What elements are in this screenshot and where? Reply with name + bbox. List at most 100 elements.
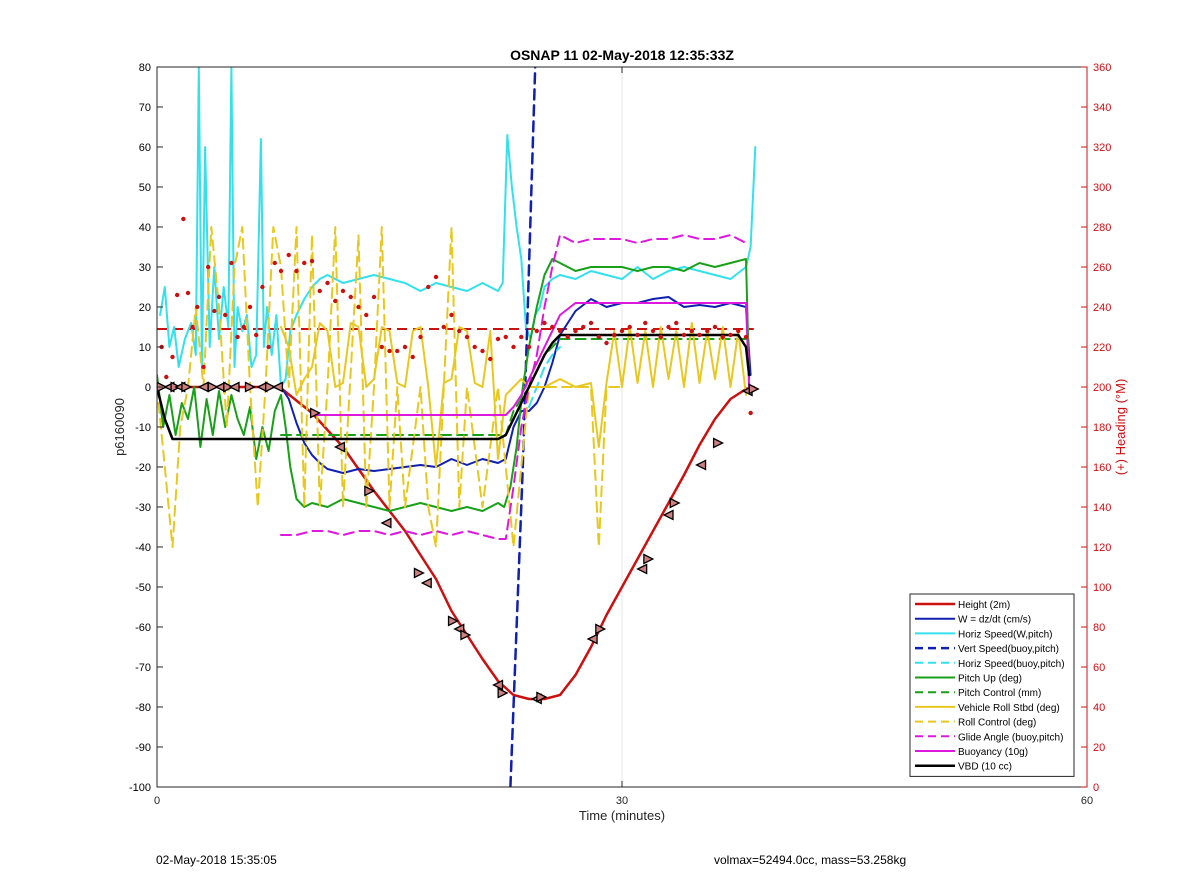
y-right-tick-label: 20 <box>1093 742 1105 754</box>
heading-point <box>260 284 265 290</box>
heading-point <box>705 328 710 334</box>
height-marker <box>492 679 504 691</box>
legend-box <box>909 593 1075 777</box>
heading-point <box>720 334 725 340</box>
heading-point <box>488 356 493 362</box>
height-marker <box>497 687 509 699</box>
heading-point <box>449 312 454 318</box>
y-tick-label: -50 <box>135 582 151 594</box>
y-tick-label: 50 <box>139 182 151 194</box>
heading-point <box>619 328 625 334</box>
heading-point <box>643 320 648 326</box>
y-tick-label: 70 <box>139 102 151 114</box>
height-marker <box>586 633 598 645</box>
series-glide-angle-buoy-pitch <box>280 234 747 540</box>
heading-point <box>588 320 594 326</box>
y-axis-label: p6160090 <box>112 398 127 456</box>
y-tick-label: 80 <box>139 62 151 74</box>
heading-point <box>254 332 259 338</box>
heading-point <box>229 260 234 266</box>
heading-point <box>503 334 508 340</box>
legend-label: Height (2m) <box>958 600 1010 611</box>
heading-point <box>464 334 470 340</box>
heading-point <box>181 216 186 222</box>
heading-point <box>185 290 191 296</box>
heading-scatter <box>159 216 753 416</box>
heading-point <box>736 328 741 334</box>
heading-point <box>241 324 246 330</box>
heading-point <box>294 268 299 274</box>
footer-timestamp: 02-May-2018 15:35:05 <box>156 853 277 867</box>
heading-point <box>565 334 570 340</box>
heading-point <box>164 374 169 380</box>
height-marker <box>228 381 240 393</box>
y-tick-label: 30 <box>139 262 151 274</box>
heading-point <box>526 344 532 350</box>
heading-point <box>410 354 415 360</box>
heading-point <box>542 320 547 326</box>
heading-point <box>596 334 601 340</box>
height-marker <box>536 691 548 703</box>
x-tick-label: 0 <box>154 795 160 807</box>
heading-point <box>201 364 206 370</box>
y-right-tick-label: 60 <box>1093 662 1105 674</box>
series-vbd-10-cc <box>157 333 751 441</box>
heading-point <box>472 344 477 350</box>
height-marker <box>264 381 277 393</box>
x-tick-label: 60 <box>1081 795 1093 807</box>
height-marker <box>244 381 256 393</box>
height-marker <box>333 441 346 453</box>
legend-label: W = dz/dt (cm/s) <box>958 615 1031 626</box>
series-horiz-speed-buoy-pitch <box>528 346 561 408</box>
heading-point <box>681 332 687 338</box>
x-axis-label: Time (minutes) <box>579 808 665 823</box>
height-marker <box>364 485 376 497</box>
heading-point <box>317 288 322 294</box>
heading-point <box>604 340 609 346</box>
legend-label: Pitch Up (deg) <box>958 674 1022 685</box>
heading-point <box>278 268 284 274</box>
series-buoyancy-10g <box>311 302 751 416</box>
legend-label: Roll Control (deg) <box>958 718 1036 729</box>
heading-point <box>612 332 617 338</box>
series-w-dz-dt-cm-s <box>280 296 752 474</box>
y-tick-label: -60 <box>135 622 151 634</box>
heading-point <box>174 292 180 298</box>
height-marker <box>643 553 655 565</box>
heading-point <box>223 312 228 318</box>
heading-point <box>712 324 718 330</box>
heading-point <box>697 332 702 338</box>
height-marker <box>181 381 193 393</box>
legend-label: Vert Speed(buoy,pitch) <box>958 644 1059 655</box>
heading-point <box>309 258 315 264</box>
y-right-tick-label: 180 <box>1093 422 1111 434</box>
height-marker <box>207 381 219 393</box>
heading-point <box>379 344 384 350</box>
y-right-tick-label: 360 <box>1093 62 1111 74</box>
y-right-tick-label: 100 <box>1093 582 1111 594</box>
height-marker <box>271 381 284 393</box>
heading-point <box>573 328 578 334</box>
legend-label: VBD (10 cc) <box>958 762 1012 773</box>
footer-mass-info: volmax=52494.0cc, mass=53.258kg <box>714 853 907 867</box>
heading-point <box>205 264 211 270</box>
heading-point <box>689 328 694 334</box>
y-right-tick-label: 340 <box>1093 102 1111 114</box>
height-marker <box>662 509 674 521</box>
heading-point <box>495 336 501 342</box>
heading-point <box>371 294 377 300</box>
x-tick-label: 30 <box>616 795 628 807</box>
y-right-tick-label: 40 <box>1093 702 1105 714</box>
y-right-tick-label: 200 <box>1093 382 1111 394</box>
height-marker <box>460 629 472 641</box>
y-tick-label: 10 <box>139 342 151 354</box>
heading-point <box>216 294 222 300</box>
legend-label: Vehicle Roll Stbd (deg) <box>958 703 1060 714</box>
height-marker <box>636 563 648 575</box>
y-right-tick-label: 140 <box>1093 502 1111 514</box>
series-vert-speed-buoy-pitch <box>509 67 537 787</box>
y-tick-label: -90 <box>135 742 151 754</box>
y-right-tick-label: 160 <box>1093 462 1111 474</box>
heading-point <box>272 260 277 266</box>
